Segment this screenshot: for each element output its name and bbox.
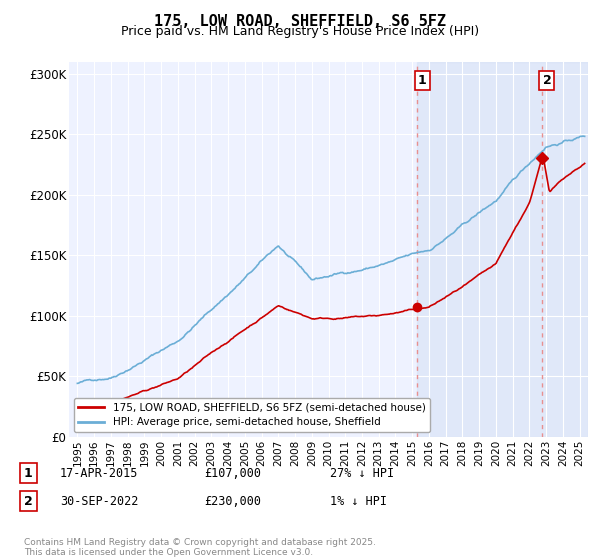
Text: Contains HM Land Registry data © Crown copyright and database right 2025.
This d: Contains HM Land Registry data © Crown c… xyxy=(24,538,376,557)
Text: 27% ↓ HPI: 27% ↓ HPI xyxy=(330,466,394,480)
Text: 30-SEP-2022: 30-SEP-2022 xyxy=(60,494,139,508)
Text: Price paid vs. HM Land Registry's House Price Index (HPI): Price paid vs. HM Land Registry's House … xyxy=(121,25,479,38)
Text: 2: 2 xyxy=(24,494,33,508)
Text: 17-APR-2015: 17-APR-2015 xyxy=(60,466,139,480)
Text: 1: 1 xyxy=(24,466,33,480)
Text: 1% ↓ HPI: 1% ↓ HPI xyxy=(330,494,387,508)
Legend: 175, LOW ROAD, SHEFFIELD, S6 5FZ (semi-detached house), HPI: Average price, semi: 175, LOW ROAD, SHEFFIELD, S6 5FZ (semi-d… xyxy=(74,398,430,432)
Text: £107,000: £107,000 xyxy=(204,466,261,480)
Text: 1: 1 xyxy=(418,74,427,87)
Text: £230,000: £230,000 xyxy=(204,494,261,508)
Bar xyxy=(417,62,588,437)
Text: 2: 2 xyxy=(542,74,551,87)
Text: 175, LOW ROAD, SHEFFIELD, S6 5FZ: 175, LOW ROAD, SHEFFIELD, S6 5FZ xyxy=(154,14,446,29)
